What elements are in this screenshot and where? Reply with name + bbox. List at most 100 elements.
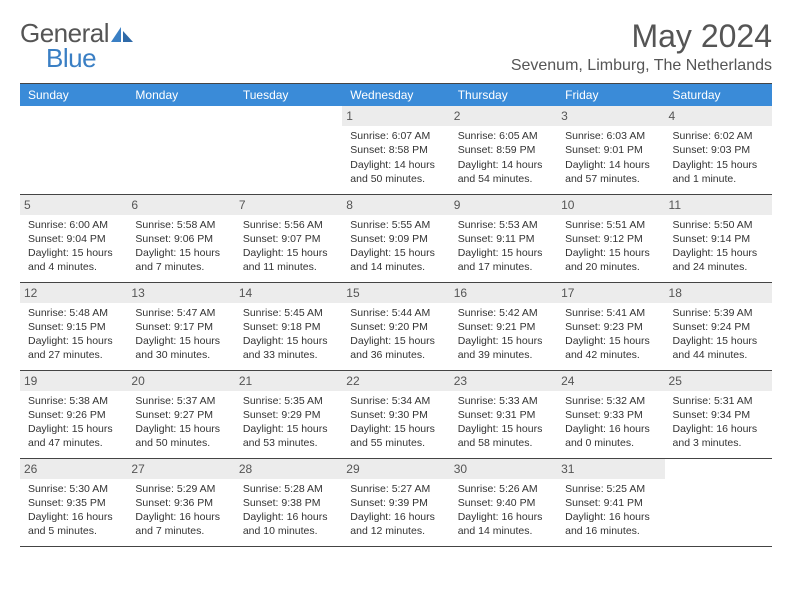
calendar-empty-cell	[235, 106, 342, 194]
daylight-text: and 39 minutes.	[458, 348, 549, 362]
daylight-text: and 50 minutes.	[135, 436, 226, 450]
sunset-text: Sunset: 9:36 PM	[135, 496, 226, 510]
sunset-text: Sunset: 9:27 PM	[135, 408, 226, 422]
daylight-text: and 50 minutes.	[350, 172, 441, 186]
weekday-header: Thursday	[450, 84, 557, 107]
daylight-text: and 17 minutes.	[458, 260, 549, 274]
day-number: 22	[342, 371, 449, 391]
sunrise-text: Sunrise: 5:32 AM	[565, 394, 656, 408]
day-number: 25	[665, 371, 772, 391]
day-number: 14	[235, 283, 342, 303]
daylight-text: Daylight: 15 hours	[458, 246, 549, 260]
day-number: 17	[557, 283, 664, 303]
sunrise-text: Sunrise: 5:27 AM	[350, 482, 441, 496]
sunrise-text: Sunrise: 5:50 AM	[673, 218, 764, 232]
day-number: 9	[450, 195, 557, 215]
sunset-text: Sunset: 9:31 PM	[458, 408, 549, 422]
day-number: 27	[127, 459, 234, 479]
sunrise-text: Sunrise: 6:00 AM	[28, 218, 119, 232]
sunrise-text: Sunrise: 5:34 AM	[350, 394, 441, 408]
calendar-day-cell: 3Sunrise: 6:03 AMSunset: 9:01 PMDaylight…	[557, 106, 664, 194]
daylight-text: Daylight: 15 hours	[673, 246, 764, 260]
calendar-day-cell: 28Sunrise: 5:28 AMSunset: 9:38 PMDayligh…	[235, 458, 342, 546]
day-number: 23	[450, 371, 557, 391]
sunrise-text: Sunrise: 5:42 AM	[458, 306, 549, 320]
calendar-day-cell: 24Sunrise: 5:32 AMSunset: 9:33 PMDayligh…	[557, 370, 664, 458]
calendar-day-cell: 31Sunrise: 5:25 AMSunset: 9:41 PMDayligh…	[557, 458, 664, 546]
day-number: 24	[557, 371, 664, 391]
sunset-text: Sunset: 9:15 PM	[28, 320, 119, 334]
daylight-text: and 33 minutes.	[243, 348, 334, 362]
day-number: 29	[342, 459, 449, 479]
sunset-text: Sunset: 9:18 PM	[243, 320, 334, 334]
calendar-day-cell: 23Sunrise: 5:33 AMSunset: 9:31 PMDayligh…	[450, 370, 557, 458]
sunrise-text: Sunrise: 5:53 AM	[458, 218, 549, 232]
daylight-text: Daylight: 16 hours	[673, 422, 764, 436]
calendar-day-cell: 20Sunrise: 5:37 AMSunset: 9:27 PMDayligh…	[127, 370, 234, 458]
sunrise-text: Sunrise: 5:55 AM	[350, 218, 441, 232]
calendar-day-cell: 7Sunrise: 5:56 AMSunset: 9:07 PMDaylight…	[235, 194, 342, 282]
sunrise-text: Sunrise: 5:39 AM	[673, 306, 764, 320]
weekday-header: Monday	[127, 84, 234, 107]
sunset-text: Sunset: 8:59 PM	[458, 143, 549, 157]
sunrise-text: Sunrise: 5:37 AM	[135, 394, 226, 408]
daylight-text: Daylight: 16 hours	[350, 510, 441, 524]
calendar-day-cell: 22Sunrise: 5:34 AMSunset: 9:30 PMDayligh…	[342, 370, 449, 458]
sunset-text: Sunset: 9:33 PM	[565, 408, 656, 422]
sunrise-text: Sunrise: 5:45 AM	[243, 306, 334, 320]
daylight-text: and 12 minutes.	[350, 524, 441, 538]
daylight-text: and 30 minutes.	[135, 348, 226, 362]
calendar-table: SundayMondayTuesdayWednesdayThursdayFrid…	[20, 83, 772, 547]
sunset-text: Sunset: 9:14 PM	[673, 232, 764, 246]
daylight-text: Daylight: 16 hours	[28, 510, 119, 524]
sunrise-text: Sunrise: 6:07 AM	[350, 129, 441, 143]
daylight-text: and 44 minutes.	[673, 348, 764, 362]
day-number: 4	[665, 106, 772, 126]
sunrise-text: Sunrise: 5:29 AM	[135, 482, 226, 496]
weekday-header: Wednesday	[342, 84, 449, 107]
calendar-day-cell: 9Sunrise: 5:53 AMSunset: 9:11 PMDaylight…	[450, 194, 557, 282]
sunset-text: Sunset: 9:38 PM	[243, 496, 334, 510]
sunrise-text: Sunrise: 5:56 AM	[243, 218, 334, 232]
logo-sail-icon	[111, 25, 133, 43]
sunrise-text: Sunrise: 5:41 AM	[565, 306, 656, 320]
daylight-text: and 36 minutes.	[350, 348, 441, 362]
daylight-text: and 10 minutes.	[243, 524, 334, 538]
weekday-header: Tuesday	[235, 84, 342, 107]
calendar-empty-cell	[127, 106, 234, 194]
calendar-day-cell: 30Sunrise: 5:26 AMSunset: 9:40 PMDayligh…	[450, 458, 557, 546]
sunrise-text: Sunrise: 5:47 AM	[135, 306, 226, 320]
daylight-text: Daylight: 15 hours	[458, 422, 549, 436]
calendar-day-cell: 29Sunrise: 5:27 AMSunset: 9:39 PMDayligh…	[342, 458, 449, 546]
logo: General Blue	[20, 18, 133, 74]
weekday-header: Sunday	[20, 84, 127, 107]
calendar-day-cell: 26Sunrise: 5:30 AMSunset: 9:35 PMDayligh…	[20, 458, 127, 546]
sunrise-text: Sunrise: 5:30 AM	[28, 482, 119, 496]
daylight-text: Daylight: 15 hours	[135, 422, 226, 436]
daylight-text: and 57 minutes.	[565, 172, 656, 186]
daylight-text: and 55 minutes.	[350, 436, 441, 450]
calendar-day-cell: 8Sunrise: 5:55 AMSunset: 9:09 PMDaylight…	[342, 194, 449, 282]
sunrise-text: Sunrise: 5:48 AM	[28, 306, 119, 320]
header: General Blue May 2024 Sevenum, Limburg, …	[20, 18, 772, 75]
daylight-text: Daylight: 15 hours	[565, 246, 656, 260]
daylight-text: and 20 minutes.	[565, 260, 656, 274]
sunrise-text: Sunrise: 6:03 AM	[565, 129, 656, 143]
day-number: 12	[20, 283, 127, 303]
daylight-text: Daylight: 15 hours	[565, 334, 656, 348]
day-number: 26	[20, 459, 127, 479]
sunrise-text: Sunrise: 5:35 AM	[243, 394, 334, 408]
calendar-week-row: 12 Sunrise: 5:48 AMSunset: 9:15 PM Dayligh…	[20, 282, 772, 370]
day-number: 19	[20, 371, 127, 391]
sunrise-text: Sunrise: 5:28 AM	[243, 482, 334, 496]
daylight-text: Daylight: 14 hours	[458, 158, 549, 172]
sunset-text: Sunset: 9:12 PM	[565, 232, 656, 246]
daylight-text: and 4 minutes.	[28, 260, 119, 274]
sunset-text: Sunset: 8:58 PM	[350, 143, 441, 157]
daylight-text: and 1 minute.	[673, 172, 764, 186]
daylight-text: and 58 minutes.	[458, 436, 549, 450]
sunset-text: Sunset: 9:24 PM	[673, 320, 764, 334]
day-number: 13	[127, 283, 234, 303]
day-number: 15	[342, 283, 449, 303]
sunset-text: Sunset: 9:20 PM	[350, 320, 441, 334]
